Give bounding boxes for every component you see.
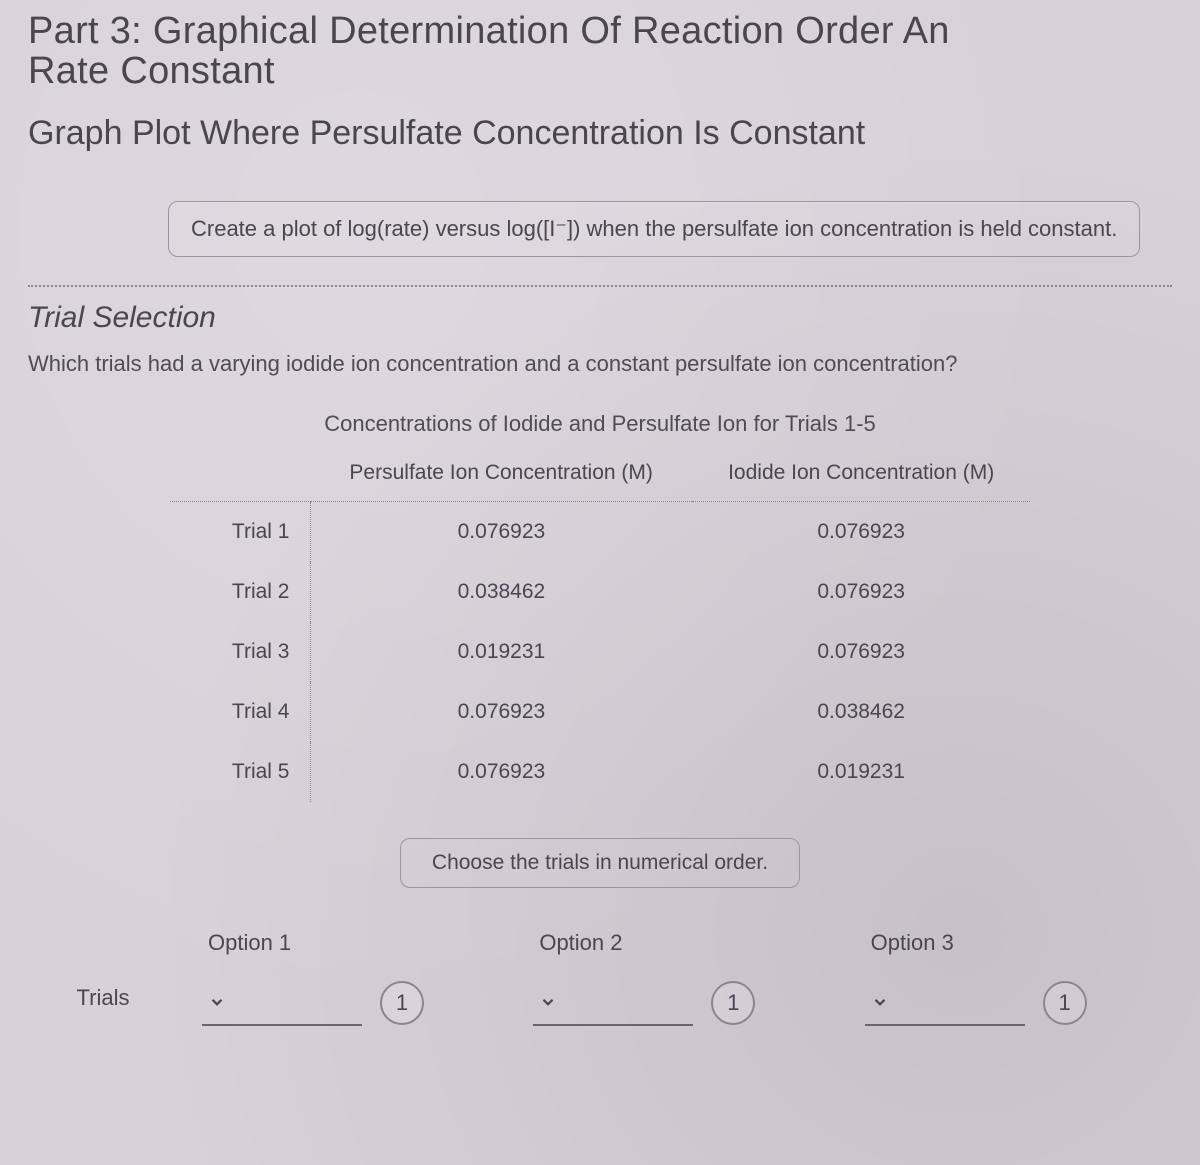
part-title-line2: Rate Constant — [28, 52, 1172, 92]
option-1-badge[interactable]: 1 — [380, 981, 424, 1025]
table-row: Trial 5 0.076923 0.019231 — [170, 742, 1030, 802]
options-row: Trials Option 1 1 Option 2 1 Option 3 — [28, 930, 1172, 1026]
col-header-iodide: Iodide Ion Concentration (M) — [692, 451, 1030, 502]
row-label: Trial 2 — [170, 562, 310, 622]
row-label: Trial 3 — [170, 622, 310, 682]
option-2-badge[interactable]: 1 — [711, 981, 755, 1025]
cell-iodide: 0.076923 — [692, 562, 1030, 622]
cell-persulfate: 0.019231 — [310, 622, 692, 682]
cell-persulfate: 0.076923 — [310, 501, 692, 562]
option-3-select[interactable] — [865, 980, 1025, 1026]
cell-persulfate: 0.076923 — [310, 742, 692, 802]
part-title-line1: Part 3: Graphical Determination Of React… — [28, 12, 1172, 52]
option-3-badge[interactable]: 1 — [1043, 981, 1087, 1025]
option-1-select[interactable] — [202, 980, 362, 1026]
section-title: Graph Plot Where Persulfate Concentratio… — [28, 114, 1172, 153]
trials-row-label: Trials — [28, 945, 178, 1011]
trial-selection-question: Which trials had a varying iodide ion co… — [28, 351, 1172, 377]
table-row: Trial 3 0.019231 0.076923 — [170, 622, 1030, 682]
option-header-3: Option 3 — [865, 930, 1172, 970]
chevron-down-icon — [871, 993, 889, 1011]
data-table: Persulfate Ion Concentration (M) Iodide … — [170, 451, 1030, 802]
cell-persulfate: 0.038462 — [310, 562, 692, 622]
table-row: Trial 2 0.038462 0.076923 — [170, 562, 1030, 622]
col-header-persulfate: Persulfate Ion Concentration (M) — [310, 451, 692, 502]
hint-box: Choose the trials in numerical order. — [400, 838, 800, 888]
chevron-down-icon — [539, 993, 557, 1011]
option-header-2: Option 2 — [533, 930, 840, 970]
table-row: Trial 4 0.076923 0.038462 — [170, 682, 1030, 742]
concentration-table: Concentrations of Iodide and Persulfate … — [170, 411, 1030, 802]
table-row: Trial 1 0.076923 0.076923 — [170, 501, 1030, 562]
table-caption: Concentrations of Iodide and Persulfate … — [170, 411, 1030, 437]
row-label: Trial 5 — [170, 742, 310, 802]
cell-iodide: 0.019231 — [692, 742, 1030, 802]
option-header-1: Option 1 — [202, 930, 509, 970]
trial-selection-heading: Trial Selection — [28, 301, 1172, 335]
col-header-blank — [170, 451, 310, 502]
chevron-down-icon — [208, 993, 226, 1011]
instruction-box: Create a plot of log(rate) versus log([I… — [168, 201, 1140, 257]
cell-iodide: 0.076923 — [692, 501, 1030, 562]
divider — [28, 285, 1172, 287]
cell-persulfate: 0.076923 — [310, 682, 692, 742]
option-2-select[interactable] — [533, 980, 693, 1026]
cell-iodide: 0.038462 — [692, 682, 1030, 742]
cell-iodide: 0.076923 — [692, 622, 1030, 682]
row-label: Trial 1 — [170, 501, 310, 562]
row-label: Trial 4 — [170, 682, 310, 742]
